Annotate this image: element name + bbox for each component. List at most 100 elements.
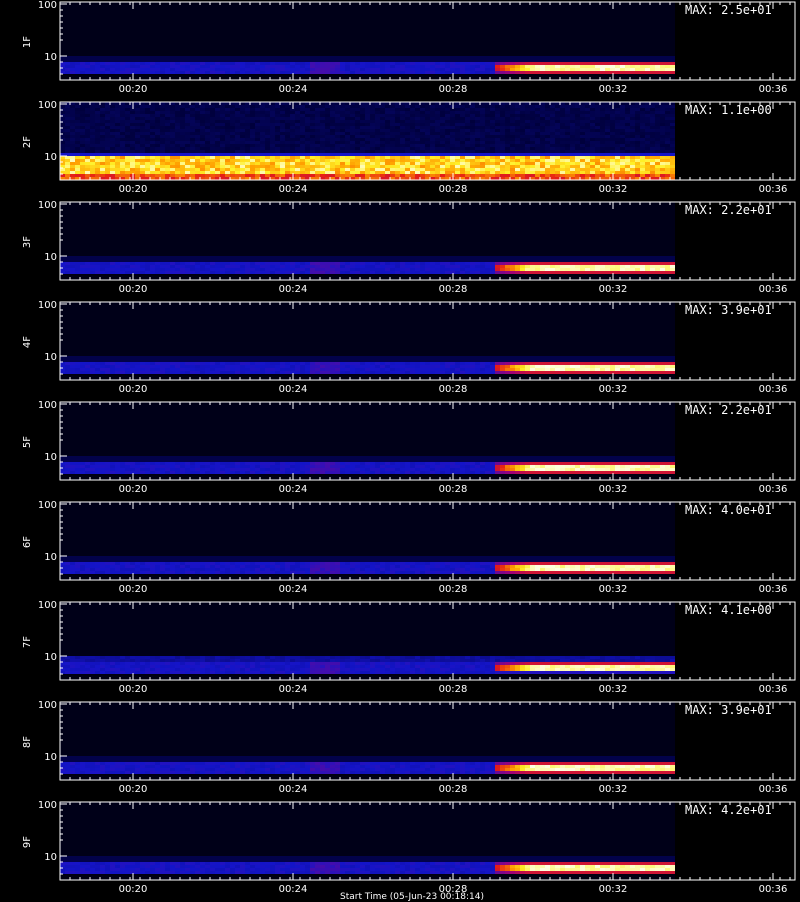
heatmap-cell <box>150 68 155 71</box>
heatmap-cell <box>225 147 230 150</box>
heatmap-cell <box>395 29 400 32</box>
heatmap-cell <box>85 38 90 41</box>
heatmap-cell <box>305 71 310 74</box>
heatmap-cell <box>555 5 560 8</box>
heatmap-cell <box>270 117 275 120</box>
heatmap-cell <box>80 32 85 35</box>
heatmap-cell <box>200 153 205 156</box>
heatmap-cell <box>420 62 425 65</box>
heatmap-cell <box>260 171 265 174</box>
heatmap-cell <box>580 20 585 23</box>
heatmap-cell <box>65 105 70 108</box>
heatmap-cell <box>585 35 590 38</box>
heatmap-cell <box>155 123 160 126</box>
heatmap-cell <box>155 71 160 74</box>
heatmap-cell <box>320 108 325 111</box>
heatmap-cell <box>95 35 100 38</box>
heatmap-cell <box>320 168 325 171</box>
heatmap-cell <box>510 11 515 14</box>
heatmap-cell <box>135 56 140 59</box>
heatmap-cell <box>305 29 310 32</box>
heatmap-cell <box>115 5 120 8</box>
heatmap-cell <box>645 26 650 29</box>
heatmap-cell <box>325 47 330 50</box>
heatmap-cell <box>620 44 625 47</box>
heatmap-cell <box>240 108 245 111</box>
heatmap-cell <box>175 132 180 135</box>
heatmap-cell <box>445 44 450 47</box>
heatmap-cell <box>325 147 330 150</box>
heatmap-cell <box>105 62 110 65</box>
heatmap-cell <box>630 56 635 59</box>
heatmap-cell <box>515 38 520 41</box>
heatmap-cell <box>575 26 580 29</box>
heatmap-cell <box>345 35 350 38</box>
heatmap-cell <box>110 47 115 50</box>
heatmap-cell <box>160 62 165 65</box>
heatmap-cell <box>330 162 335 165</box>
heatmap-cell <box>320 8 325 11</box>
heatmap-cell <box>135 53 140 56</box>
panel-1f: 00:2000:2400:2800:3200:36100101FMAX: 2.5… <box>0 0 800 100</box>
heatmap-cell <box>500 35 505 38</box>
heatmap-cell <box>540 17 545 20</box>
heatmap-cell <box>385 41 390 44</box>
heatmap-cell <box>490 71 495 74</box>
heatmap-cell <box>145 156 150 159</box>
heatmap-cell <box>250 53 255 56</box>
heatmap-cell <box>450 59 455 62</box>
heatmap-cell <box>215 132 220 135</box>
heatmap-cell <box>65 120 70 123</box>
heatmap-cell <box>185 17 190 20</box>
heatmap-cell <box>170 141 175 144</box>
heatmap-cell <box>70 20 75 23</box>
heatmap-cell <box>610 44 615 47</box>
heatmap-cell <box>250 62 255 65</box>
heatmap-cell <box>350 129 355 132</box>
heatmap-cell <box>200 120 205 123</box>
heatmap-cell <box>660 17 665 20</box>
heatmap-cell <box>210 156 215 159</box>
heatmap-cell <box>480 62 485 65</box>
heatmap-cell <box>185 126 190 129</box>
heatmap-cell <box>655 47 660 50</box>
heatmap-cell <box>335 153 340 156</box>
heatmap-cell <box>85 138 90 141</box>
heatmap-cell <box>245 141 250 144</box>
heatmap-cell <box>355 41 360 44</box>
heatmap-cell <box>565 47 570 50</box>
heatmap-cell <box>275 53 280 56</box>
heatmap-cell <box>115 20 120 23</box>
heatmap-cell <box>70 8 75 11</box>
heatmap-cell <box>560 50 565 53</box>
heatmap-cell <box>125 41 130 44</box>
heatmap-cell <box>220 147 225 150</box>
heatmap-cell <box>165 11 170 14</box>
heatmap-cell <box>430 50 435 53</box>
heatmap-cell <box>570 8 575 11</box>
heatmap-cell <box>110 32 115 35</box>
heatmap-cell <box>320 162 325 165</box>
heatmap-cell <box>260 165 265 168</box>
heatmap-cell <box>540 62 545 65</box>
heatmap-cell <box>105 159 110 162</box>
heatmap-cell <box>670 20 675 23</box>
heatmap-cell <box>305 150 310 153</box>
heatmap-cell <box>370 62 375 65</box>
heatmap-cell <box>135 129 140 132</box>
heatmap-cell <box>110 14 115 17</box>
heatmap-cell <box>170 38 175 41</box>
heatmap-cell <box>330 65 335 68</box>
heatmap-cell <box>130 156 135 159</box>
heatmap-cell <box>505 29 510 32</box>
heatmap-cell <box>505 50 510 53</box>
heatmap-cell <box>305 174 310 177</box>
heatmap-cell <box>470 32 475 35</box>
heatmap-cell <box>210 144 215 147</box>
heatmap-cell <box>525 44 530 47</box>
heatmap-cell <box>165 74 170 77</box>
heatmap-cell <box>125 23 130 26</box>
heatmap-cell <box>400 8 405 11</box>
heatmap-cell <box>530 44 535 47</box>
heatmap-cell <box>150 59 155 62</box>
